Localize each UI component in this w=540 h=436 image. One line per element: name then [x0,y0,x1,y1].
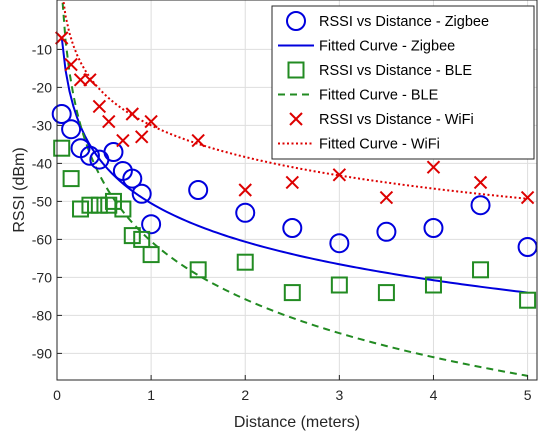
data-point-square [53,139,71,157]
data-point-circle [470,195,491,216]
data-point-x [332,168,347,182]
fitted-curve [60,36,528,294]
legend-marker-square [287,61,305,79]
data-point-x [125,107,140,121]
data-point-circle [79,145,100,166]
data-point-circle [61,119,82,140]
y-tick-label: -50 [32,193,52,209]
y-tick-label: -30 [32,117,52,133]
legend-entry: RSSI vs Distance - Zigbee [319,14,489,30]
y-tick-label: -40 [32,155,52,171]
y-tick-label: -90 [32,345,52,361]
data-point-square [189,261,207,279]
legend: RSSI vs Distance - Zigbee Fitted Curve - … [271,5,535,160]
legend-entry: RSSI vs Distance - BLE [319,63,472,79]
legend-entry: Fitted Curve - Zigbee [319,39,455,55]
data-point-x [92,99,107,114]
data-point-x [116,133,130,148]
axis-ticks: 0 1 2 3 4 5 -90 -80 -70 -60 -50 -40 -30 -20 -10 [32,41,532,403]
data-point-x [285,175,300,190]
data-point-square [424,276,442,294]
data-point-x [64,57,78,72]
x-tick-label: 5 [524,387,532,403]
data-point-circle [423,218,444,238]
data-point-circle [51,104,72,124]
plot-frame [56,0,538,381]
data-point-square [236,253,254,271]
x-tick-label: 3 [335,387,343,403]
x-tick-label: 4 [430,387,438,403]
data-point-circle [235,202,256,223]
data-point-square [519,291,537,309]
y-tick-label: -70 [32,269,52,285]
data-point-square [62,170,80,188]
legend-entry: Fitted Curve - WiFi [319,137,440,153]
data-point-square [472,261,490,279]
data-point-square [377,284,395,302]
legend-marker-x [289,112,303,126]
data-point-x [520,190,535,205]
data-point-x [191,133,205,148]
data-point-square [283,284,301,302]
data-point-x [102,114,116,129]
y-tick-label: -60 [32,231,52,247]
data-point-square [114,200,132,218]
data-point-x [54,31,69,45]
data-point-x [238,183,252,197]
legend-box [271,5,535,160]
data-point-square [133,230,151,248]
y-tick-label: -20 [32,79,52,95]
data-point-circle [376,221,397,242]
legend-marker-circle [286,11,306,31]
data-point-square [330,276,348,294]
data-point-square [142,246,160,264]
data-point-circle [188,180,209,200]
data-point-circle [103,142,124,162]
x-tick-label: 0 [53,387,61,403]
data-point-circle [282,218,303,238]
y-tick-label: -80 [32,307,52,323]
fitted-curve [62,0,528,200]
data-point-x [426,160,441,174]
y-tick-label: -10 [32,41,52,57]
data-point-x [134,130,149,144]
y-axis-label: RSSI (dBm) [11,147,28,232]
data-point-circle [131,183,152,204]
data-point-x [144,114,158,129]
x-tick-label: 1 [147,387,155,403]
data-markers [51,31,538,309]
data-point-square [123,227,141,245]
data-point-x [83,73,97,87]
x-tick-label: 2 [241,387,249,403]
data-point-circle [329,233,350,254]
data-point-square [72,200,90,218]
legend-entry: Fitted Curve - BLE [319,88,439,104]
data-point-x [473,175,488,190]
x-axis-label: Distance (meters) [234,414,360,431]
data-point-square [81,196,99,214]
legend-entry: RSSI vs Distance - WiFi [319,112,474,128]
data-point-x [379,190,394,205]
data-point-circle [141,214,162,235]
data-point-circle [122,168,143,189]
